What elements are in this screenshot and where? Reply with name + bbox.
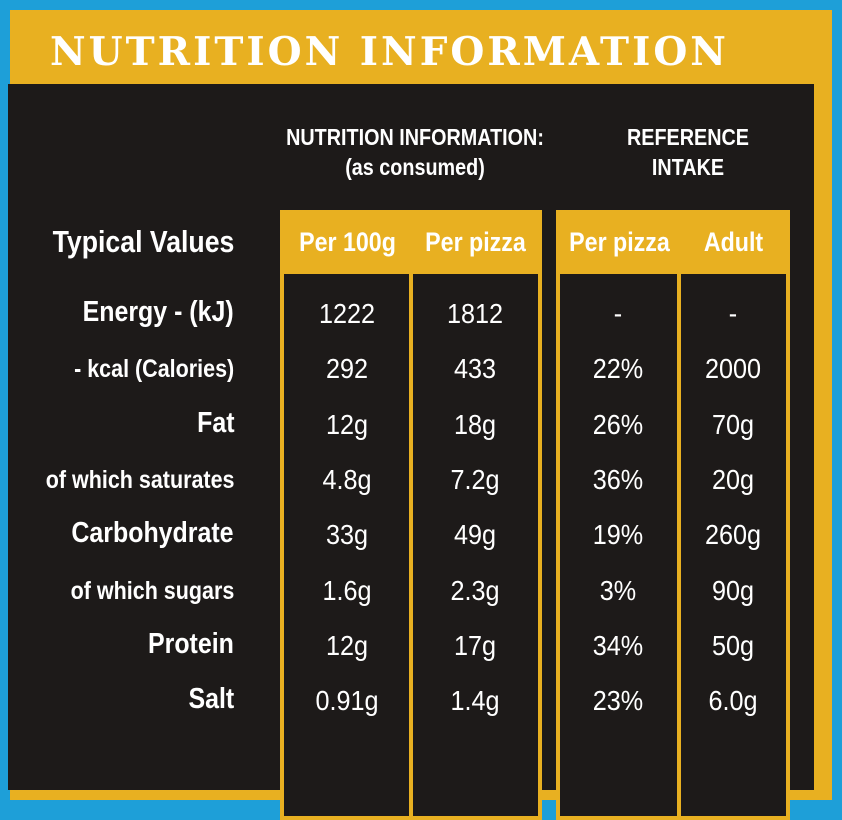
table-cell: 0.91g — [315, 685, 379, 716]
table-cell: 1.4g — [450, 685, 500, 716]
table-cell: 12g — [325, 630, 369, 661]
table-cell: 26% — [592, 409, 644, 440]
header-reference-intake-line1: REFERENCE — [626, 124, 749, 150]
table-cell: 3% — [599, 575, 637, 606]
header-reference-intake: REFERENCE INTAKE — [602, 122, 774, 182]
table-cell: - — [613, 298, 623, 329]
table-cell: 90g — [711, 575, 755, 606]
table-cell: 6.0g — [708, 685, 758, 716]
row-label: Salt — [188, 683, 234, 715]
row-label: Energy - (kJ) — [82, 296, 234, 328]
row-label: Fat — [196, 407, 234, 439]
table-cell: 1222 — [318, 298, 376, 329]
table-cell: 1812 — [446, 298, 504, 329]
column-header-per-pizza: Per pizza — [425, 227, 526, 257]
table-cell: 12g — [325, 409, 369, 440]
column-divider — [677, 274, 681, 820]
column-divider — [409, 274, 413, 820]
table-cell: 36% — [592, 464, 644, 495]
table-cell: 23% — [592, 685, 644, 716]
nutrition-column-header-bar — [280, 210, 542, 274]
table-cell: 34% — [592, 630, 644, 661]
table-cell: 50g — [711, 630, 755, 661]
nutrition-table-board: NUTRITION INFORMATION: (as consumed) REF… — [8, 84, 814, 820]
table-cell: 22% — [592, 353, 644, 384]
table-cell: 7.2g — [450, 464, 500, 495]
typical-values-label: Typical Values — [52, 224, 234, 259]
column-header-per-100g: Per 100g — [299, 227, 396, 257]
table-cell: 260g — [704, 519, 762, 550]
row-label: of which saturates — [45, 466, 234, 494]
table-cell: 19% — [592, 519, 644, 550]
table-cell: 4.8g — [322, 464, 372, 495]
table-cell: 17g — [453, 630, 497, 661]
row-label: - kcal (Calories) — [73, 355, 234, 383]
table-cell: 1.6g — [322, 575, 372, 606]
column-header-ri-per-pizza: Per pizza — [569, 227, 670, 257]
table-cell: 18g — [453, 409, 497, 440]
table-cell: 49g — [453, 519, 497, 550]
table-cell: 433 — [453, 353, 497, 384]
reference-column-header-bar — [556, 210, 790, 274]
header-nutrition-info-line1: NUTRITION INFORMATION: — [286, 124, 544, 150]
table-cell: 70g — [711, 409, 755, 440]
banner-title: NUTRITION INFORMATION — [50, 29, 729, 75]
table-cell: 33g — [325, 519, 369, 550]
table-cell: 2000 — [704, 353, 762, 384]
table-cell: 2.3g — [450, 575, 500, 606]
table-cell: 292 — [325, 353, 369, 384]
header-nutrition-info: NUTRITION INFORMATION: (as consumed) — [282, 122, 549, 182]
table-cell: - — [728, 298, 738, 329]
title-banner: NUTRITION INFORMATION — [10, 10, 832, 94]
row-label: Protein — [148, 628, 234, 660]
header-reference-intake-line2: INTAKE — [651, 154, 725, 180]
column-header-adult: Adult — [703, 227, 764, 257]
row-label: Carbohydrate — [71, 517, 234, 549]
header-nutrition-info-line2: (as consumed) — [345, 154, 485, 180]
table-cell: 20g — [711, 464, 755, 495]
row-label: of which sugars — [70, 577, 234, 605]
